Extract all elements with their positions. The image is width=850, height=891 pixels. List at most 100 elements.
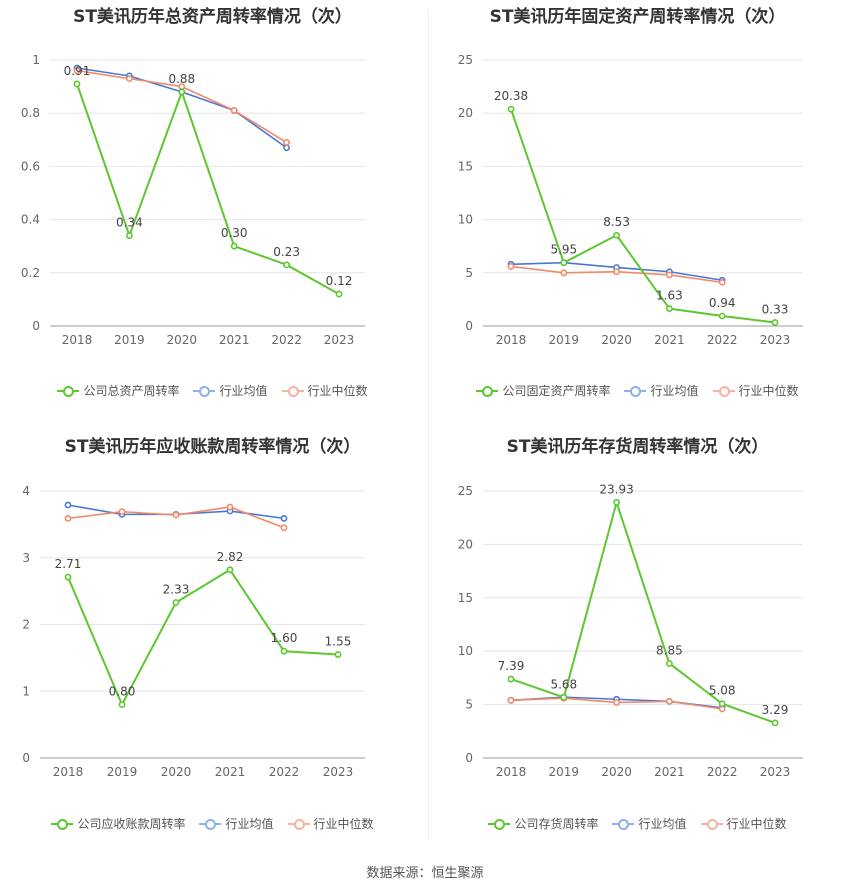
chart-title: ST美讯历年总资产周转率情况（次） bbox=[73, 7, 352, 27]
data-point bbox=[665, 660, 673, 667]
series-line-company bbox=[67, 568, 339, 706]
x-tick-label: 2023 bbox=[760, 333, 791, 347]
panel-divider bbox=[428, 10, 429, 840]
legend-label: 公司应收账款周转率 bbox=[77, 817, 186, 831]
data-label: 0.12 bbox=[326, 274, 353, 288]
chart-panel-total-asset-turnover: ST美讯历年总资产周转率情况（次） 0 0.2 0.4 0.6 0.8 1 2018 2019… bbox=[0, 0, 425, 430]
y-tick-label: 1 bbox=[22, 684, 30, 698]
x-tick-label: 2021 bbox=[654, 333, 685, 347]
data-point bbox=[718, 700, 726, 708]
y-tick-label: 5 bbox=[465, 266, 473, 280]
data-point bbox=[118, 508, 126, 516]
legend-item-median[interactable]: 行业中位数 bbox=[700, 815, 787, 832]
data-point bbox=[283, 139, 290, 146]
data-point bbox=[560, 693, 568, 701]
legend-marker-icon bbox=[712, 385, 735, 397]
legend-item-median[interactable]: 行业中位数 bbox=[281, 382, 368, 399]
data-point bbox=[613, 699, 620, 706]
y-tick-label: 25 bbox=[458, 484, 473, 498]
x-tick-label: 2020 bbox=[167, 333, 198, 347]
data-label: 2.71 bbox=[55, 557, 82, 571]
x-tick-label: 2023 bbox=[760, 765, 791, 779]
x-tick-label: 2018 bbox=[62, 333, 93, 347]
legend-label: 公司固定资产周转率 bbox=[502, 384, 611, 398]
data-label: 0.91 bbox=[64, 64, 91, 78]
legend-item-avg[interactable]: 行业均值 bbox=[199, 815, 274, 832]
data-point bbox=[172, 599, 180, 606]
chart-plot: 0 5 10 15 20 25 2018 2019 2020 2021 2022 2023 7.39 5.… bbox=[458, 482, 803, 779]
legend-item-avg[interactable]: 行业均值 bbox=[624, 382, 699, 399]
data-label: 3.29 bbox=[762, 703, 789, 717]
legend-item-median[interactable]: 行业中位数 bbox=[712, 382, 799, 399]
data-label: 23.93 bbox=[599, 482, 633, 496]
data-label: 0.33 bbox=[762, 302, 789, 316]
legend-marker-icon bbox=[193, 385, 216, 397]
legend-label: 行业中位数 bbox=[307, 384, 368, 398]
data-point bbox=[73, 80, 81, 88]
legend-item-company[interactable]: 公司总资产周转率 bbox=[57, 382, 179, 399]
legend-item-company[interactable]: 公司应收账款周转率 bbox=[51, 815, 185, 832]
y-tick-label: 4 bbox=[22, 484, 30, 498]
y-tick-label: 1 bbox=[32, 53, 40, 67]
legend-marker-icon bbox=[700, 818, 723, 830]
chart-plot: 0 0.2 0.4 0.6 0.8 1 2018 2019 2020 2021 2022 2023 0.… bbox=[21, 53, 365, 347]
legend-item-company[interactable]: 公司固定资产周转率 bbox=[476, 382, 610, 399]
legend-marker-icon bbox=[199, 818, 222, 830]
x-tick-label: 2022 bbox=[707, 333, 738, 347]
data-point bbox=[507, 675, 515, 683]
data-point bbox=[613, 268, 620, 276]
series-line-company bbox=[510, 501, 776, 724]
legend-marker-icon bbox=[476, 385, 499, 397]
legend-label: 行业中位数 bbox=[738, 384, 799, 398]
legend-item-avg[interactable]: 行业均值 bbox=[193, 382, 268, 399]
y-tick-label: 0 bbox=[22, 751, 30, 765]
data-point bbox=[73, 67, 81, 75]
x-tick-label: 2021 bbox=[219, 333, 250, 347]
data-point bbox=[771, 319, 779, 326]
data-label: 1.55 bbox=[325, 635, 352, 649]
data-point bbox=[613, 499, 620, 506]
chart-panel-receivables-turnover: ST美讯历年应收账款周转率情况（次） 0 1 2 3 4 2018 2019 2020 2021… bbox=[0, 430, 425, 860]
data-point bbox=[283, 261, 290, 269]
x-tick-label: 2018 bbox=[53, 765, 84, 779]
data-label: 0.23 bbox=[273, 245, 300, 259]
y-tick-label: 0.6 bbox=[21, 159, 40, 173]
legend-item-company[interactable]: 公司存货周转率 bbox=[488, 815, 598, 832]
data-label: 5.95 bbox=[550, 243, 577, 257]
data-point bbox=[230, 242, 238, 250]
data-point bbox=[178, 88, 186, 96]
x-tick-label: 2022 bbox=[269, 765, 300, 779]
y-tick-label: 0 bbox=[465, 319, 473, 333]
data-point bbox=[230, 107, 238, 114]
y-tick-label: 20 bbox=[458, 537, 473, 551]
legend-label: 公司总资产周转率 bbox=[83, 384, 180, 398]
x-tick-label: 2023 bbox=[323, 765, 354, 779]
series-line-company bbox=[510, 108, 776, 324]
data-label: 1.60 bbox=[271, 631, 298, 645]
data-label: 7.39 bbox=[498, 659, 525, 673]
y-tick-label: 0 bbox=[32, 319, 40, 333]
data-point bbox=[283, 144, 290, 152]
y-tick-label: 2 bbox=[22, 618, 30, 632]
y-tick-label: 25 bbox=[458, 53, 473, 67]
data-point bbox=[665, 697, 673, 705]
data-point bbox=[507, 105, 515, 113]
y-tick-label: 15 bbox=[458, 159, 473, 173]
y-tick-label: 10 bbox=[458, 644, 473, 658]
y-tick-label: 5 bbox=[465, 698, 473, 712]
legend-marker-icon bbox=[57, 385, 80, 397]
legend-label: 行业均值 bbox=[225, 817, 274, 831]
x-tick-label: 2022 bbox=[707, 765, 738, 779]
legend-item-median[interactable]: 行业中位数 bbox=[287, 815, 374, 832]
data-point bbox=[280, 524, 288, 532]
legend-item-avg[interactable]: 行业均值 bbox=[612, 815, 687, 832]
legend-label: 行业中位数 bbox=[726, 817, 787, 831]
data-point bbox=[125, 232, 133, 239]
chart-legend: 公司存货周转率 行业均值 行业中位数 bbox=[425, 815, 850, 832]
data-label: 8.53 bbox=[603, 215, 630, 229]
data-point bbox=[665, 271, 673, 279]
y-tick-label: 0.8 bbox=[21, 106, 40, 120]
chart-plot: 0 5 10 15 20 25 2018 2019 2020 2021 2022 2023 20.38 5… bbox=[458, 53, 803, 347]
data-source-note: 数据来源：恒生聚源 bbox=[366, 866, 484, 881]
data-point bbox=[226, 503, 234, 511]
